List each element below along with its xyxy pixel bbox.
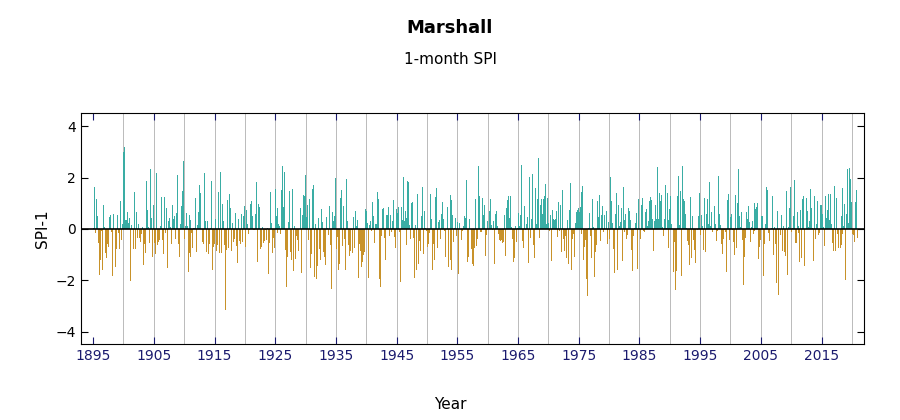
Y-axis label: SPI-1: SPI-1 — [35, 210, 50, 248]
Text: Marshall: Marshall — [407, 19, 493, 37]
Text: Year: Year — [434, 396, 466, 412]
Text: 1-month SPI: 1-month SPI — [403, 52, 497, 68]
